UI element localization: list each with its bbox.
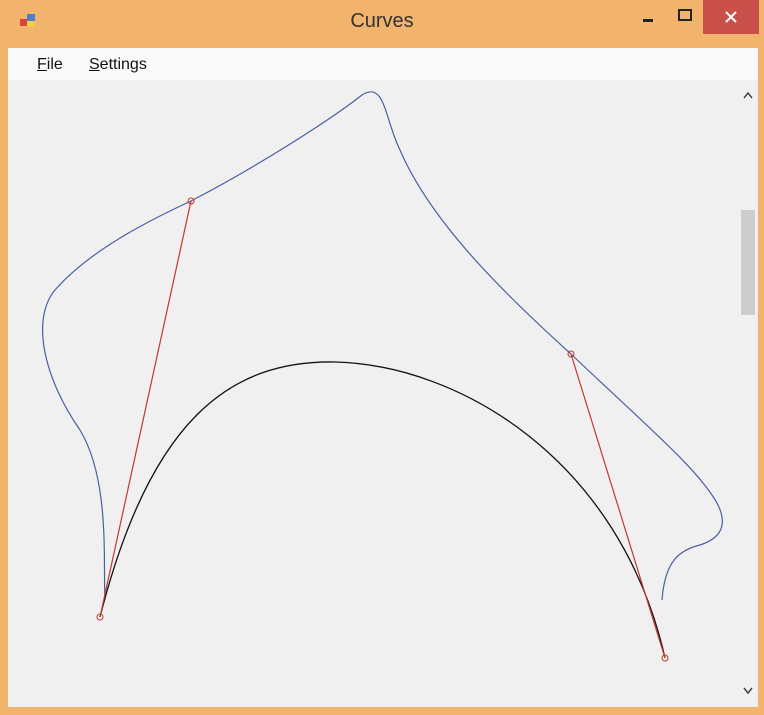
menu-bar: File Settings	[8, 48, 758, 80]
control-point[interactable]	[96, 613, 104, 621]
blue-curve	[42, 91, 723, 601]
close-button[interactable]	[703, 0, 759, 34]
control-point[interactable]	[567, 350, 575, 358]
control-point[interactable]	[661, 654, 669, 662]
control-line	[570, 353, 666, 659]
window-title: Curves	[350, 10, 414, 32]
maximize-button[interactable]	[668, 0, 702, 34]
minimize-button[interactable]	[630, 0, 666, 34]
menu-item[interactable]: Settings	[89, 56, 147, 73]
scroll-down[interactable]	[743, 687, 753, 695]
app-icon	[20, 14, 35, 27]
menu-item[interactable]: File	[37, 56, 63, 73]
drawing-canvas	[8, 80, 738, 707]
vertical-scrollbar[interactable]	[738, 80, 758, 707]
scroll-thumb[interactable]	[741, 210, 755, 315]
scroll-up[interactable]	[743, 91, 753, 99]
control-point[interactable]	[187, 197, 195, 205]
control-line	[99, 200, 192, 618]
black-curve	[99, 361, 666, 659]
